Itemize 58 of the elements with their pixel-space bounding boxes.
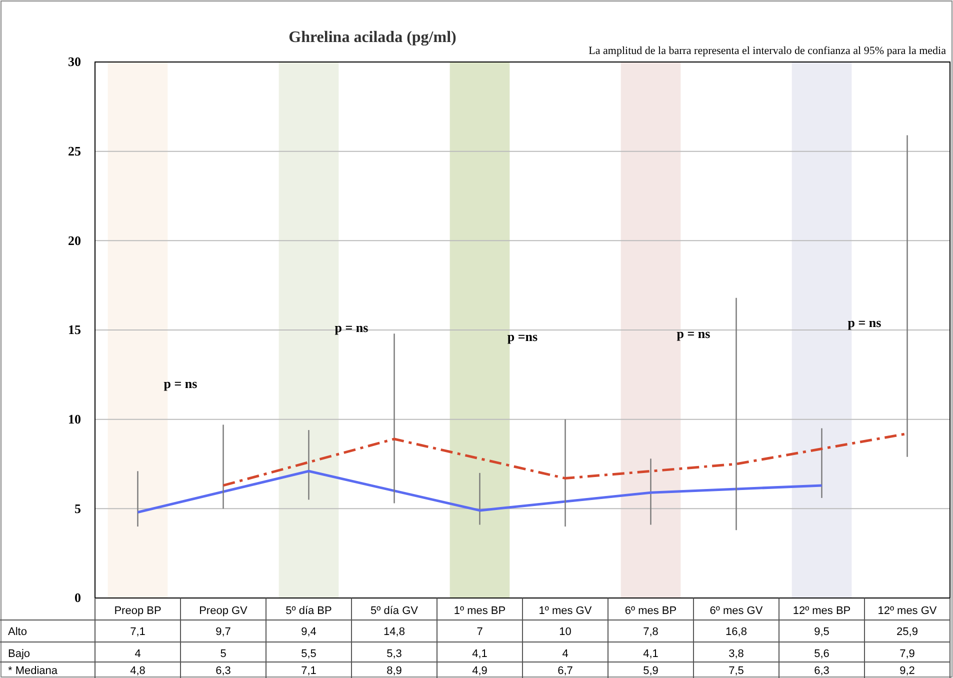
x-tick-label: 6º mes BP <box>624 605 677 617</box>
text: 9,4 <box>301 626 316 638</box>
annotation: p = ns <box>848 315 882 330</box>
annotation: p = ns <box>676 326 710 341</box>
text: 4,1 <box>643 648 658 660</box>
annotation: p =ns <box>507 329 538 344</box>
text: Alto <box>8 626 27 638</box>
annotation: p = ns <box>164 376 198 391</box>
text: 4,1 <box>472 648 488 660</box>
y-tick-label: 25 <box>68 143 82 158</box>
x-tick-label: 5º día BP <box>286 605 332 617</box>
y-tick-label: 20 <box>68 232 81 248</box>
text: 5 <box>220 648 226 660</box>
text: 7,5 <box>728 665 744 677</box>
text: 4 <box>134 648 141 660</box>
text: La amplitud de la barra representa el intervalo de confianza al 95% para la media <box>588 45 946 57</box>
chart-title: Ghrelina acilada (pg/ml) <box>288 29 456 46</box>
text: 6,3 <box>814 665 830 677</box>
text: 7,1 <box>301 665 316 677</box>
y-tick-label: 10 <box>68 411 81 426</box>
text: 5,6 <box>814 648 830 660</box>
text: Bajo <box>8 648 30 660</box>
x-tick-label: 1º mes GV <box>538 605 592 617</box>
x-tick-label: 6º mes GV <box>710 605 764 617</box>
text: 14,8 <box>384 626 405 638</box>
text: 7 <box>476 626 483 638</box>
x-tick-label: 12º mes BP <box>792 605 851 617</box>
x-tick-label: 1º mes BP <box>454 605 506 617</box>
text: 6,7 <box>558 665 573 677</box>
x-tick-label: Preop BP <box>114 605 162 617</box>
text: 6,3 <box>216 665 231 677</box>
text: 9,7 <box>216 626 231 638</box>
text: 5,5 <box>301 648 316 660</box>
y-tick-label: 30 <box>68 54 81 70</box>
x-tick-label: 12º mes GV <box>878 605 938 617</box>
text: 16,8 <box>726 626 747 638</box>
x-tick-label: 5º día GV <box>370 605 419 617</box>
y-tick-label: 0 <box>74 590 81 606</box>
y-tick-label: 15 <box>68 322 82 338</box>
text: 7,8 <box>643 626 658 638</box>
text: 25,9 <box>896 626 918 638</box>
text: 9,2 <box>900 665 915 677</box>
text: 10 <box>559 626 572 638</box>
text: 7,1 <box>130 626 146 638</box>
text: 5,9 <box>643 665 658 677</box>
text: 3,8 <box>728 648 744 660</box>
y-tick-label: 5 <box>74 500 82 516</box>
text: * Mediana <box>8 665 58 677</box>
line-series <box>136 470 823 514</box>
text: 4,9 <box>472 665 488 677</box>
x-tick-label: Preop GV <box>199 605 248 617</box>
text: 5,3 <box>386 648 402 660</box>
text: 4,8 <box>130 665 146 677</box>
annotation: p = ns <box>334 320 368 335</box>
text: 4 <box>562 648 568 660</box>
text: 9,5 <box>814 626 830 638</box>
text: 8,9 <box>386 665 402 677</box>
text: 7,9 <box>900 648 915 660</box>
